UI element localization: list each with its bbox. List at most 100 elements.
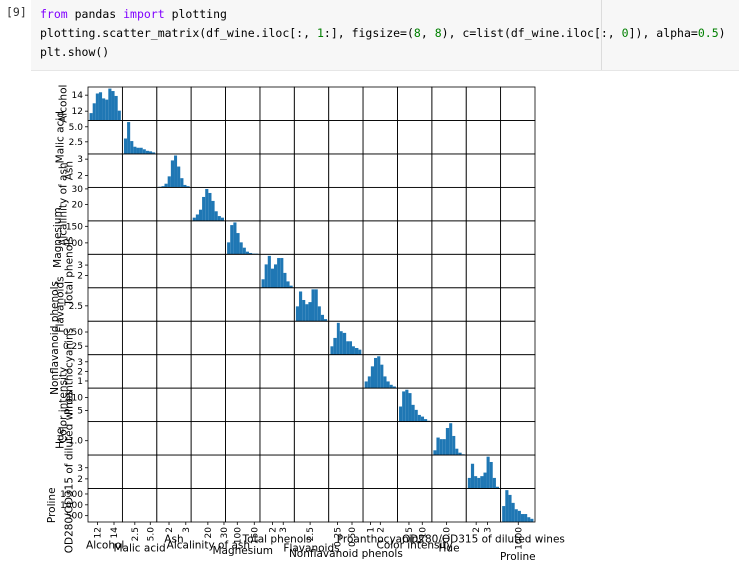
cell-frame (397, 186, 433, 222)
x-tick-label: 2 (268, 527, 278, 533)
x-axis-label: OD280/OD315 of diluted wines (402, 534, 565, 546)
cell-frame (259, 488, 295, 523)
hist-bar (289, 285, 293, 288)
hist-bar (411, 404, 415, 422)
hist-bar (267, 255, 271, 288)
x-tick-label: 1 (366, 527, 376, 533)
hist-bar (449, 423, 453, 456)
hist-bar (405, 389, 409, 422)
cell-frame (293, 454, 330, 489)
code-token: :], figsize=( (323, 26, 414, 40)
y-tick-label: 3 (77, 155, 83, 165)
hist-bar (314, 289, 318, 322)
hist-bar (380, 364, 384, 389)
hist-bar (386, 381, 390, 389)
hist-bar (220, 217, 224, 221)
y-tick-label: 3 (77, 358, 83, 368)
cell-frame (156, 220, 192, 255)
cell-frame (190, 287, 226, 322)
cell-frame (87, 120, 123, 155)
cell-frame (293, 387, 330, 423)
prompt: [9] (6, 5, 27, 19)
code-line: plt.show() (40, 43, 726, 62)
hist-bar (352, 346, 355, 355)
cell-frame (225, 421, 261, 456)
cell-frame (362, 120, 398, 155)
cell-frame (397, 220, 433, 255)
cell-frame (156, 454, 192, 489)
code-token: 8 (413, 26, 421, 40)
cell-frame (259, 354, 295, 389)
hist-bar (364, 381, 368, 389)
hist-bar (508, 494, 512, 522)
y-tick-label: 1.0 (69, 437, 84, 447)
cell-frame (500, 387, 536, 423)
cell-frame (465, 488, 502, 523)
cell-frame (121, 387, 158, 423)
cell-frame (190, 354, 226, 389)
cell-frame (225, 488, 261, 523)
hist-bar (517, 510, 521, 522)
x-tick-label: 2.5 (131, 527, 141, 541)
code-token: 8 (434, 26, 442, 40)
hist-bar (92, 103, 96, 121)
hist-bar (505, 490, 509, 522)
hist-bar (470, 463, 475, 489)
y-tick-label: 5 (77, 406, 83, 416)
x-tick-label: 3 (182, 527, 192, 533)
x-tick-label: 3 (279, 527, 289, 533)
x-axis-label: Alcohol (86, 539, 124, 551)
y-tick-label: 1 (77, 377, 83, 387)
cell-frame (293, 421, 330, 456)
cell-frame (328, 186, 364, 222)
hist-bar (130, 141, 134, 154)
y-tick-label: 5.0 (69, 123, 84, 133)
y-axis-label: Alcalinity of ash (58, 162, 70, 245)
hist-bar (339, 331, 343, 355)
hist-bar (477, 477, 481, 489)
y-tick-label: 3 (77, 261, 83, 271)
hist-bar (336, 322, 340, 355)
hist-bar (383, 376, 387, 389)
cell-frame (500, 421, 536, 456)
cell-frame (465, 153, 502, 188)
hist-bar (445, 427, 450, 456)
cell-frame (156, 253, 192, 289)
cell-frame (156, 354, 192, 389)
cell-frame (465, 86, 502, 121)
y-axis-label: Proanthocyanins (63, 328, 75, 415)
cell-frame (362, 387, 398, 423)
cell-frame (328, 287, 364, 322)
x-tick-label: 5.0 (146, 527, 156, 542)
cell-frame (293, 153, 330, 188)
cell-divider (601, 0, 602, 70)
code-token: 0 (621, 26, 629, 40)
cell-frame (328, 454, 364, 489)
code-token: plotting.scatter_matrix(df_wine.iloc[:, (40, 26, 317, 40)
cell-frame (397, 86, 433, 121)
hist-bar (108, 88, 112, 121)
x-axis-label: Color intensity (377, 539, 453, 551)
x-tick-label: 2 (376, 527, 386, 533)
cell-frame (465, 253, 502, 289)
cell-frame (87, 454, 123, 489)
y-axis-label: Magnesium (52, 207, 64, 268)
cell-frame (328, 220, 364, 255)
hist-bar (414, 409, 418, 422)
hist-bar (333, 337, 337, 355)
cell-frame (500, 253, 536, 289)
cell-frame (465, 421, 502, 456)
code-token: , (420, 26, 435, 40)
hist-bar (467, 477, 471, 489)
hist-bar (214, 211, 218, 221)
cell-frame (465, 320, 502, 356)
hist-bar (527, 517, 531, 522)
cell-frame (431, 454, 467, 489)
hist-bar (342, 332, 347, 355)
x-axis-label: Malic acid (113, 542, 165, 554)
cell-frame (328, 253, 364, 289)
hist-bar (399, 406, 403, 422)
cell-frame (87, 387, 123, 423)
cell-frame (156, 421, 192, 456)
y-tick-label: 2 (77, 475, 83, 485)
